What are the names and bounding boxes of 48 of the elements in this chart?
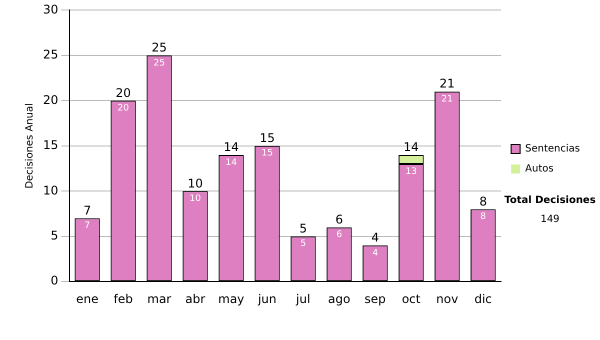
total-label: 4 xyxy=(371,230,379,245)
data-label: 7 xyxy=(84,221,90,232)
data-label: 6 xyxy=(336,230,342,240)
y-tick-label: 10 xyxy=(42,183,58,198)
y-axis-title: Decisiones Anual xyxy=(24,103,36,189)
x-tick-label: jun xyxy=(256,292,276,306)
x-tick-label: dic xyxy=(474,292,492,306)
total-label: 6 xyxy=(335,212,344,226)
y-tick-label: 5 xyxy=(50,228,58,242)
data-label: 4 xyxy=(372,248,378,258)
total-label: 21 xyxy=(440,76,455,91)
data-label: 21 xyxy=(441,94,453,104)
total-label: 25 xyxy=(152,40,167,55)
text: 149 xyxy=(539,214,561,225)
y-tick-label: 30 xyxy=(42,2,58,16)
y-tick-label: 20 xyxy=(42,92,58,107)
total-label: 14 xyxy=(224,140,239,154)
x-tick-label: sep xyxy=(364,292,386,306)
total-label: 20 xyxy=(116,86,131,100)
x-tick-label: oct xyxy=(402,292,421,306)
x-tick-label: ago xyxy=(328,292,350,306)
x-tick-label: ene xyxy=(76,292,98,306)
text: Total Decisiones xyxy=(503,195,597,206)
data-label: 20 xyxy=(118,104,130,114)
data-label: 14 xyxy=(225,158,238,168)
x-tick-label: may xyxy=(218,292,244,306)
data-label: 13 xyxy=(405,166,417,177)
data-label: 5 xyxy=(300,239,306,250)
x-tick-label: jul xyxy=(295,292,310,306)
total-label: 8 xyxy=(479,194,487,208)
total-label: 7 xyxy=(83,203,92,218)
y-tick-label: 25 xyxy=(42,48,58,62)
x-tick-label: nov xyxy=(436,292,458,306)
data-label: 10 xyxy=(190,194,202,204)
y-tick-label: 0 xyxy=(50,274,58,288)
legend-label: Sentencias xyxy=(525,144,580,155)
data-label: 15 xyxy=(261,148,273,159)
total-label: 5 xyxy=(299,221,308,236)
y-tick-label: 15 xyxy=(42,138,58,152)
total-label: 14 xyxy=(404,140,419,154)
data-label: 8 xyxy=(480,212,486,222)
legend-label: Autos xyxy=(525,164,554,175)
x-tick-label: feb xyxy=(114,292,133,306)
x-tick-label: abr xyxy=(185,292,206,306)
x-tick-label: mar xyxy=(147,292,172,306)
total-label: 15 xyxy=(260,131,275,146)
data-label: 25 xyxy=(154,58,165,68)
total-label: 10 xyxy=(188,176,203,190)
